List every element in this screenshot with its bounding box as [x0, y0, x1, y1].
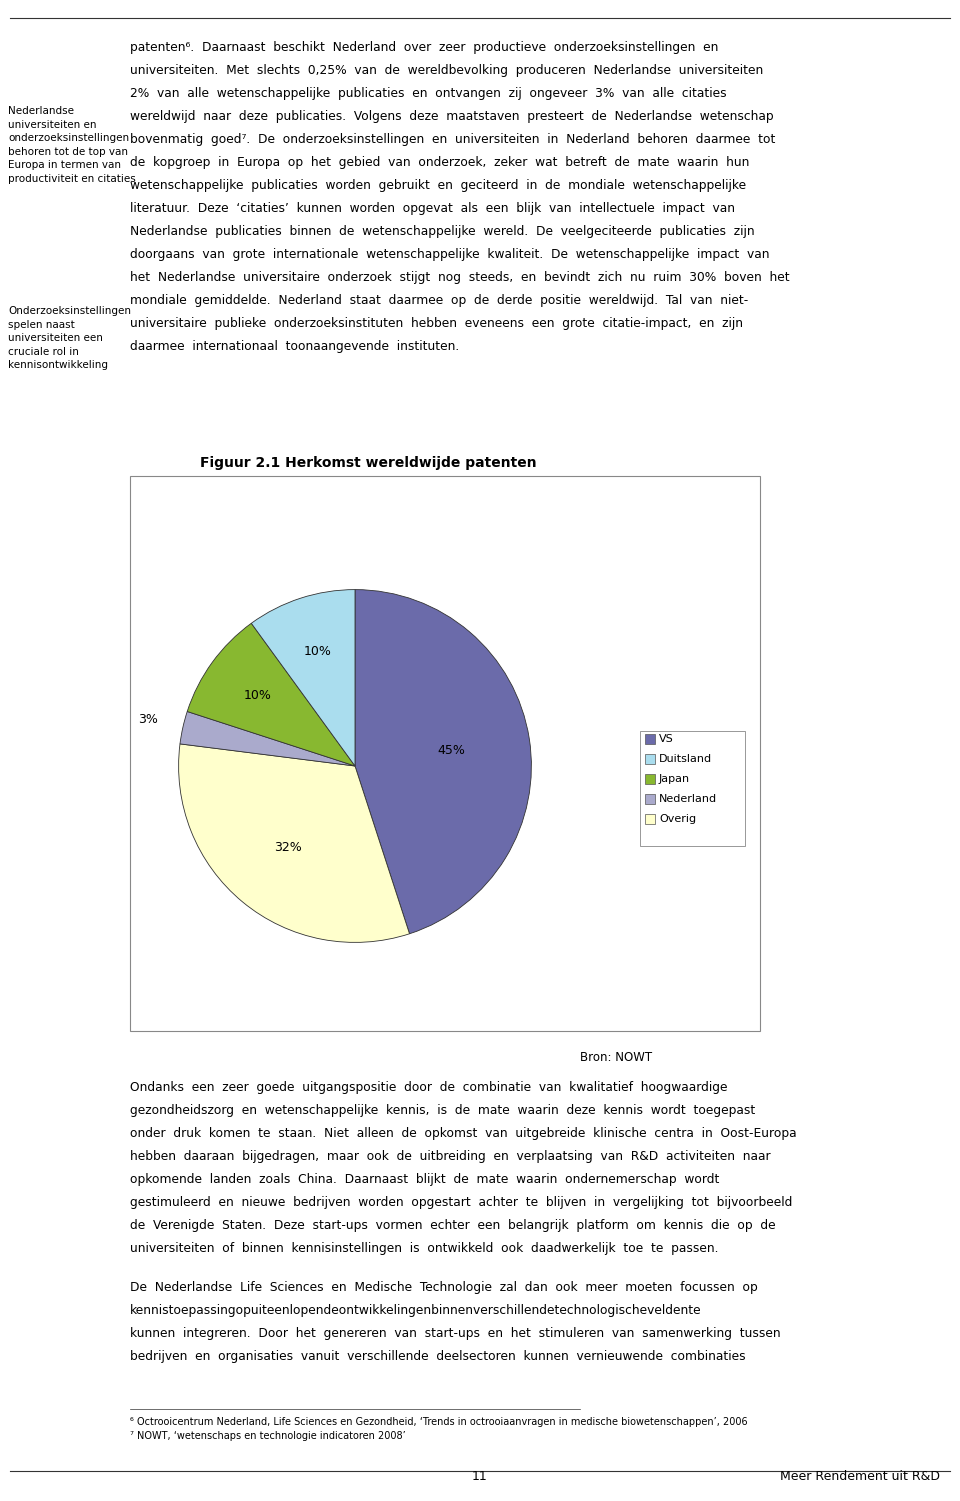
Bar: [640, 731, 745, 847]
Text: 11: 11: [472, 1469, 488, 1483]
Text: wereldwijd  naar  deze  publicaties.  Volgens  deze  maatstaven  presteert  de  : wereldwijd naar deze publicaties. Volgen…: [130, 110, 774, 123]
Text: gestimuleerd  en  nieuwe  bedrijven  worden  opgestart  achter  te  blijven  in : gestimuleerd en nieuwe bedrijven worden …: [130, 1196, 792, 1208]
Text: Meer Rendement uit R&D: Meer Rendement uit R&D: [780, 1469, 940, 1483]
Text: 32%: 32%: [274, 841, 301, 854]
Wedge shape: [179, 744, 410, 943]
Text: universiteiten  of  binnen  kennisinstellingen  is  ontwikkeld  ook  daadwerkeli: universiteiten of binnen kennisinstellin…: [130, 1241, 718, 1255]
Bar: [645, 775, 655, 784]
Text: 10%: 10%: [304, 645, 332, 659]
Text: de  Verenigde  Staten.  Deze  start-ups  vormen  echter  een  belangrijk  platfo: de Verenigde Staten. Deze start-ups vorm…: [130, 1219, 776, 1232]
Text: mondiale  gemiddelde.  Nederland  staat  daarmee  op  de  derde  positie  wereld: mondiale gemiddelde. Nederland staat daa…: [130, 294, 748, 308]
Text: ⁷ NOWT, ‘wetenschaps en technologie indicatoren 2008’: ⁷ NOWT, ‘wetenschaps en technologie indi…: [130, 1430, 406, 1441]
Wedge shape: [180, 711, 355, 766]
Text: kennistoepassingopuiteenlopendeontwikkelingenbinnenverschillendetechnologischeve: kennistoepassingopuiteenlopendeontwikkel…: [130, 1304, 702, 1316]
Wedge shape: [187, 623, 355, 766]
Text: De  Nederlandse  Life  Sciences  en  Medische  Technologie  zal  dan  ook  meer : De Nederlandse Life Sciences en Medische…: [130, 1280, 757, 1294]
Text: patenten⁶.  Daarnaast  beschikt  Nederland  over  zeer  productieve  onderzoeksi: patenten⁶. Daarnaast beschikt Nederland …: [130, 41, 718, 54]
Text: bovenmatig  goed⁷.  De  onderzoeksinstellingen  en  universiteiten  in  Nederlan: bovenmatig goed⁷. De onderzoeksinstellin…: [130, 134, 776, 146]
Text: universitaire  publieke  onderzoeksinstituten  hebben  eveneens  een  grote  cit: universitaire publieke onderzoeksinstitu…: [130, 317, 743, 330]
Text: hebben  daaraan  bijgedragen,  maar  ook  de  uitbreiding  en  verplaatsing  van: hebben daaraan bijgedragen, maar ook de …: [130, 1150, 771, 1163]
Text: 45%: 45%: [437, 744, 465, 758]
Wedge shape: [252, 590, 355, 766]
Text: literatuur.  Deze  ‘citaties’  kunnen  worden  opgevat  als  een  blijk  van  in: literatuur. Deze ‘citaties’ kunnen worde…: [130, 203, 735, 215]
Text: doorgaans  van  grote  internationale  wetenschappelijke  kwaliteit.  De  wetens: doorgaans van grote internationale weten…: [130, 248, 770, 261]
Text: onder  druk  komen  te  staan.  Niet  alleen  de  opkomst  van  uitgebreide  kli: onder druk komen te staan. Niet alleen d…: [130, 1127, 797, 1139]
Text: 2%  van  alle  wetenschappelijke  publicaties  en  ontvangen  zij  ongeveer  3% : 2% van alle wetenschappelijke publicatie…: [130, 87, 727, 101]
Bar: [645, 794, 655, 805]
Text: Ondanks  een  zeer  goede  uitgangspositie  door  de  combinatie  van  kwalitati: Ondanks een zeer goede uitgangspositie d…: [130, 1081, 728, 1094]
Text: universiteiten.  Met  slechts  0,25%  van  de  wereldbevolking  produceren  Nede: universiteiten. Met slechts 0,25% van de…: [130, 65, 763, 77]
Bar: [645, 814, 655, 824]
Wedge shape: [355, 590, 532, 934]
Bar: [645, 734, 655, 744]
Text: kunnen  integreren.  Door  het  genereren  van  start-ups  en  het  stimuleren  : kunnen integreren. Door het genereren va…: [130, 1327, 780, 1340]
Text: Duitsland: Duitsland: [659, 754, 712, 764]
Text: Onderzoeksinstellingen
spelen naast
universiteiten een
cruciale rol in
kennisont: Onderzoeksinstellingen spelen naast univ…: [8, 306, 131, 371]
Text: 10%: 10%: [244, 689, 272, 702]
Text: Nederlandse  publicaties  binnen  de  wetenschappelijke  wereld.  De  veelgecite: Nederlandse publicaties binnen de wetens…: [130, 225, 755, 239]
Text: de  kopgroep  in  Europa  op  het  gebied  van  onderzoek,  zeker  wat  betreft : de kopgroep in Europa op het gebied van …: [130, 156, 750, 170]
Bar: [130, 476, 760, 1031]
Text: gezondheidszorg  en  wetenschappelijke  kennis,  is  de  mate  waarin  deze  ken: gezondheidszorg en wetenschappelijke ken…: [130, 1105, 756, 1117]
Text: wetenschappelijke  publicaties  worden  gebruikt  en  geciteerd  in  de  mondial: wetenschappelijke publicaties worden geb…: [130, 179, 746, 192]
Bar: [645, 754, 655, 764]
Text: daarmee  internationaal  toonaangevende  instituten.: daarmee internationaal toonaangevende in…: [130, 341, 459, 353]
Text: 3%: 3%: [138, 713, 158, 726]
Text: opkomende  landen  zoals  China.  Daarnaast  blijkt  de  mate  waarin  onderneme: opkomende landen zoals China. Daarnaast …: [130, 1172, 719, 1186]
Text: Japan: Japan: [659, 775, 690, 784]
Text: Figuur 2.1 Herkomst wereldwijde patenten: Figuur 2.1 Herkomst wereldwijde patenten: [200, 456, 537, 470]
Text: bedrijven  en  organisaties  vanuit  verschillende  deelsectoren  kunnen  vernie: bedrijven en organisaties vanuit verschi…: [130, 1349, 746, 1363]
Text: VS: VS: [659, 734, 674, 744]
Text: Bron: NOWT: Bron: NOWT: [580, 1051, 652, 1064]
Text: Nederland: Nederland: [659, 794, 717, 805]
Text: Overig: Overig: [659, 814, 696, 824]
Text: het  Nederlandse  universitaire  onderzoek  stijgt  nog  steeds,  en  bevindt  z: het Nederlandse universitaire onderzoek …: [130, 272, 790, 284]
Text: Nederlandse
universiteiten en
onderzoeksinstellingen
behoren tot de top van
Euro: Nederlandse universiteiten en onderzoeks…: [8, 107, 135, 185]
Text: ⁶ Octrooicentrum Nederland, Life Sciences en Gezondheid, ‘Trends in octrooiaanvr: ⁶ Octrooicentrum Nederland, Life Science…: [130, 1417, 748, 1427]
